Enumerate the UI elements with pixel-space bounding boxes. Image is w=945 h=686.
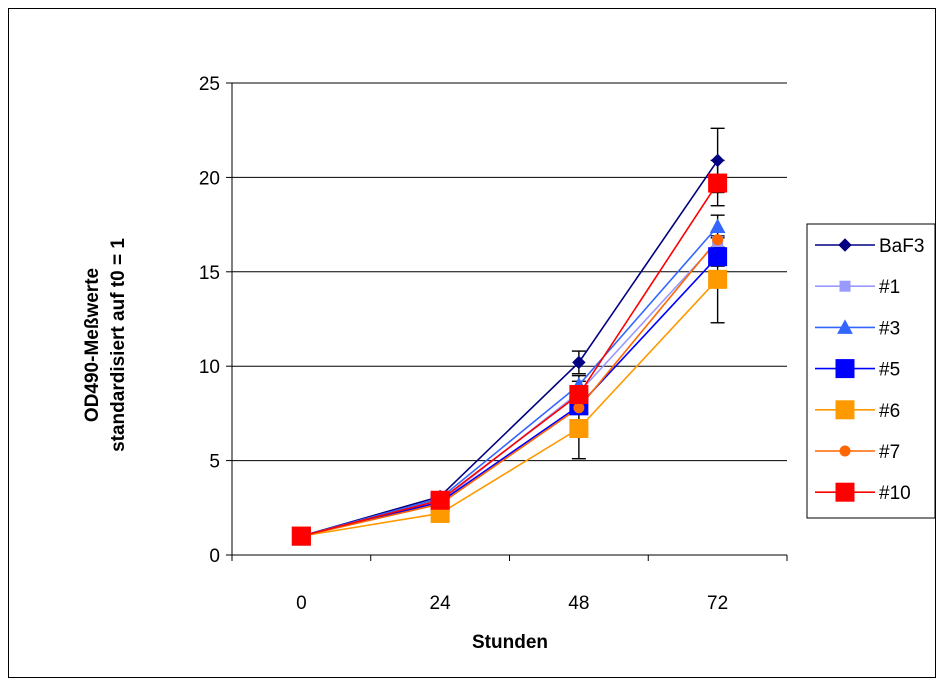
series-markers xyxy=(291,153,728,546)
series-lines xyxy=(301,159,719,537)
legend-label: #3 xyxy=(879,318,900,339)
y-axis-title-line-1: OD490-Meßwerte xyxy=(82,268,103,422)
legend-swatch-marker xyxy=(838,238,852,252)
x-tick-labels: 0 24 48 72 xyxy=(296,593,728,614)
y-tick-label: 25 xyxy=(199,74,220,95)
data-point xyxy=(430,490,450,510)
legend: BaF3 #1 #3 #5 #6 #7 #10 xyxy=(806,223,936,519)
data-point xyxy=(708,173,728,193)
error-bars xyxy=(433,127,725,517)
y-tick-label: 15 xyxy=(199,263,220,284)
series-line xyxy=(301,225,719,537)
legend-label: BaF3 xyxy=(879,236,924,257)
gridlines xyxy=(232,82,787,462)
legend-swatch-marker xyxy=(839,445,851,457)
series-line xyxy=(301,182,719,537)
data-point xyxy=(710,153,725,168)
x-tick-label: 48 xyxy=(568,593,589,614)
y-axis-title: OD490-Meßwerte standardisiert auf t0 = 1 xyxy=(82,238,129,452)
data-point xyxy=(708,269,728,289)
data-point xyxy=(569,419,589,439)
series-line xyxy=(301,239,719,537)
legend-entry: BaF3 xyxy=(815,236,924,257)
data-point xyxy=(709,218,726,233)
data-point xyxy=(291,526,311,546)
data-point xyxy=(708,247,728,267)
legend-entry: #6 xyxy=(815,400,900,422)
legend-label: #10 xyxy=(879,483,911,504)
legend-entry: #1 xyxy=(815,277,900,298)
axes xyxy=(226,82,788,561)
legend-entry: #10 xyxy=(815,482,911,504)
data-point xyxy=(573,402,585,414)
x-tick-label: 24 xyxy=(430,593,452,614)
legend-label: #5 xyxy=(879,360,900,381)
legend-swatch-marker xyxy=(837,319,853,334)
legend-label: #1 xyxy=(879,277,900,298)
legend-entry: #5 xyxy=(815,359,900,381)
legend-swatch-marker xyxy=(835,359,855,379)
series-line xyxy=(301,241,719,537)
legend-entry: #3 xyxy=(815,318,900,339)
y-tick-labels: 0 5 10 15 20 25 xyxy=(199,74,220,567)
data-point xyxy=(712,234,724,246)
y-tick-label: 0 xyxy=(209,546,220,567)
y-axis-title-line-2: standardisiert auf t0 = 1 xyxy=(108,238,129,452)
series-line xyxy=(301,256,719,537)
legend-label: #7 xyxy=(879,442,900,463)
y-tick-label: 20 xyxy=(199,168,220,189)
y-tick-label: 5 xyxy=(209,452,220,473)
data-point xyxy=(572,355,586,370)
data-point xyxy=(569,385,589,405)
x-tick-label: 0 xyxy=(296,593,307,614)
chart-frame xyxy=(8,8,936,678)
legend-label: #6 xyxy=(879,401,900,422)
x-tick-label: 72 xyxy=(707,593,728,614)
y-tick-label: 10 xyxy=(199,357,220,378)
legend-entry: #7 xyxy=(815,442,900,463)
series-line xyxy=(301,278,719,537)
legend-box xyxy=(806,223,936,519)
series-line xyxy=(301,159,719,537)
legend-swatch-marker xyxy=(839,280,851,292)
x-axis-title: Stunden xyxy=(472,632,548,653)
legend-swatch-marker xyxy=(835,400,855,420)
legend-swatch-marker xyxy=(835,482,855,502)
